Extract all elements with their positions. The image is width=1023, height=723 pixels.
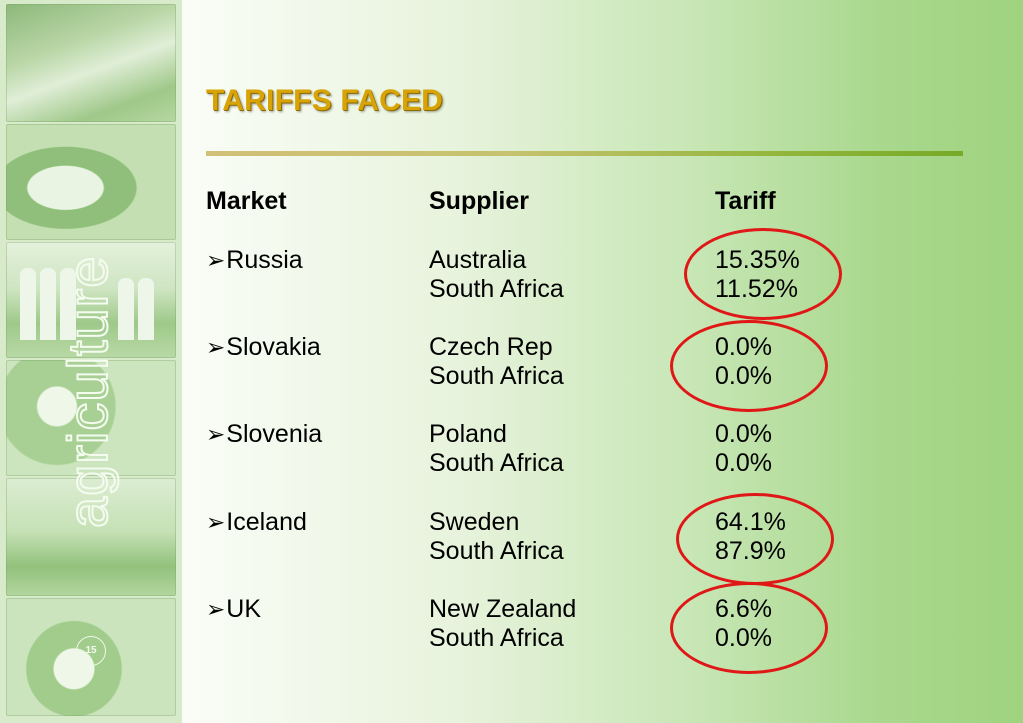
supplier-slovakia-1: Czech Rep <box>429 333 553 361</box>
highlight-oval-iceland <box>676 493 834 585</box>
supplier-uk-2: South Africa <box>429 624 564 652</box>
cow-photo <box>6 124 176 240</box>
arrow-bullet-icon: ➢ <box>206 247 226 273</box>
cotton-plant-photo <box>6 360 176 476</box>
market-russia: ➢Russia <box>206 246 303 275</box>
market-uk: ➢UK <box>206 595 261 624</box>
silo-shape <box>40 268 56 340</box>
arrow-bullet-icon: ➢ <box>206 421 226 447</box>
silo-shape <box>60 268 76 340</box>
market-stall-photo <box>6 4 176 122</box>
market-iceland: ➢Iceland <box>206 508 307 537</box>
tariff-header: Tariff <box>715 187 776 215</box>
supplier-russia-1: Australia <box>429 246 527 274</box>
highlight-oval-slovakia <box>670 320 828 412</box>
market-label: UK <box>226 595 262 623</box>
supplier-header: Supplier <box>429 187 530 215</box>
market-label: Russia <box>226 246 303 274</box>
supplier-slovenia-1: Poland <box>429 420 507 448</box>
arrow-bullet-icon: ➢ <box>206 596 226 622</box>
supplier-iceland-2: South Africa <box>429 537 564 565</box>
market-label: Slovenia <box>226 420 323 448</box>
market-slovenia: ➢Slovenia <box>206 420 322 449</box>
silo-shape <box>20 268 36 340</box>
slide-title: TARIFFS FACED <box>206 84 444 117</box>
market-label: Iceland <box>226 508 307 536</box>
market-label: Slovakia <box>226 333 321 361</box>
watermark-text: agriculture <box>56 256 119 528</box>
supplier-iceland-1: Sweden <box>429 508 520 536</box>
silo-shape <box>118 278 134 340</box>
page-number: 15 <box>76 636 106 666</box>
supplier-slovakia-2: South Africa <box>429 362 564 390</box>
tariff-slovenia-1: 0.0% <box>715 420 772 448</box>
grain-silos-photo <box>6 242 176 358</box>
arrow-bullet-icon: ➢ <box>206 334 226 360</box>
agriculture-watermark: agriculture <box>43 250 138 540</box>
highlight-oval-uk <box>670 582 828 674</box>
tariff-slovenia-2: 0.0% <box>715 449 772 477</box>
silo-shape <box>138 278 154 340</box>
supplier-slovenia-2: South Africa <box>429 449 564 477</box>
photo-strip: agriculture 15 <box>0 0 182 723</box>
field-animals-photo <box>6 478 176 596</box>
market-slovakia: ➢Slovakia <box>206 333 321 362</box>
title-underline <box>206 151 963 156</box>
arrow-bullet-icon: ➢ <box>206 509 226 535</box>
supplier-uk-1: New Zealand <box>429 595 577 623</box>
supplier-russia-2: South Africa <box>429 275 564 303</box>
market-header: Market <box>206 187 287 215</box>
highlight-oval-russia <box>684 228 842 320</box>
